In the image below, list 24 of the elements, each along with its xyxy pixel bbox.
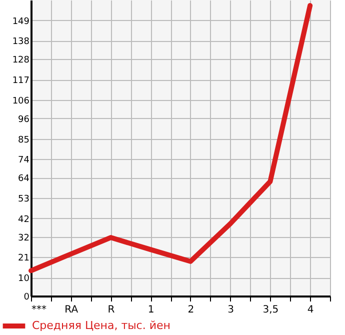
x-tick-label: *** — [32, 304, 46, 316]
y-tick-label: 96 — [18, 114, 30, 125]
legend-label: Средняя Цена, тыс. йен — [32, 319, 170, 332]
y-tick-label: 128 — [12, 56, 30, 66]
x-tick-label: 2 — [188, 304, 194, 316]
y-tick-label: 53 — [18, 194, 30, 204]
x-tick-label: 1 — [148, 304, 154, 316]
x-tick-label: RA — [64, 304, 78, 316]
x-tick-label: R — [108, 304, 115, 316]
y-tick-label: 21 — [18, 254, 30, 264]
x-tick-label: 3 — [228, 304, 234, 316]
y-tick-label: 10 — [18, 274, 30, 284]
y-tick-label: 138 — [12, 37, 30, 48]
y-tick-label: 149 — [12, 16, 30, 27]
y-tick-label: 64 — [18, 174, 30, 184]
y-tick-label: 85 — [18, 135, 30, 146]
y-tick-label: 42 — [18, 214, 30, 225]
y-tick-label: 32 — [18, 233, 30, 244]
y-tick-label: 74 — [18, 156, 30, 166]
x-tick-label: 4 — [307, 304, 314, 316]
y-tick-label: 117 — [12, 76, 30, 86]
y-tick-label: 106 — [12, 96, 30, 106]
y-tick-label: 0 — [24, 292, 30, 302]
x-tick-label: 3,5 — [262, 304, 279, 316]
